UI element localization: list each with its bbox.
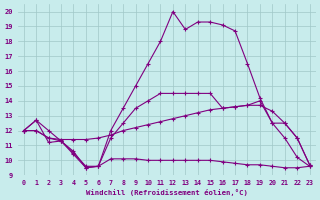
X-axis label: Windchill (Refroidissement éolien,°C): Windchill (Refroidissement éolien,°C): [86, 189, 248, 196]
